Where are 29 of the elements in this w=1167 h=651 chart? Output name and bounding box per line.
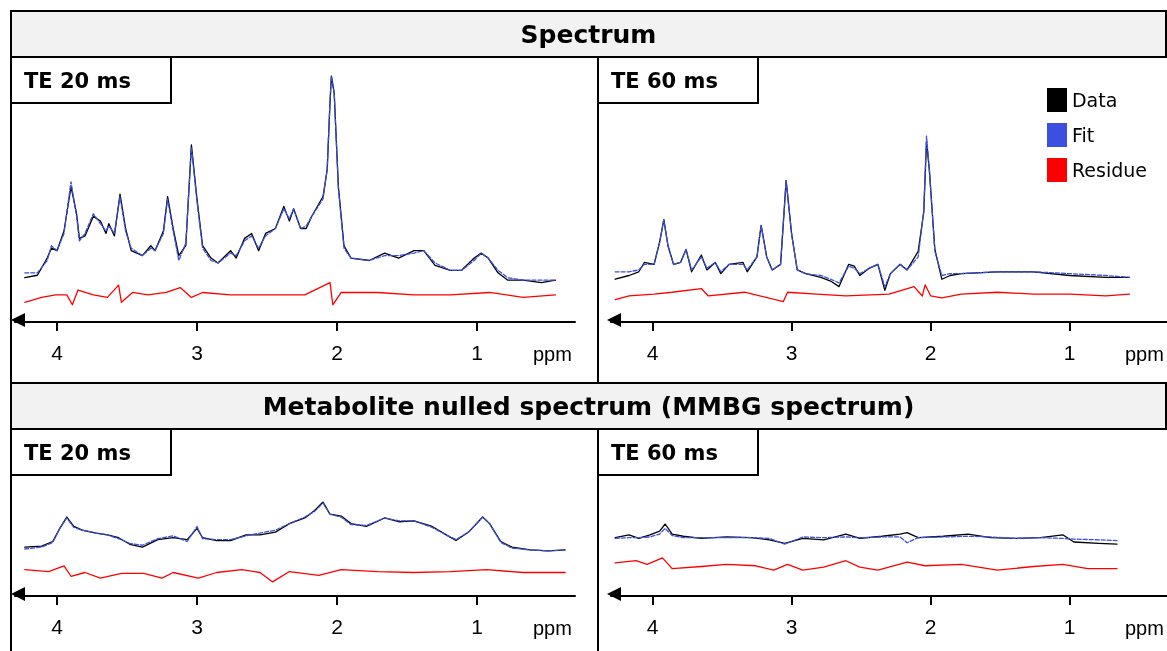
- x-tick-label: 4: [646, 615, 659, 638]
- x-tick-label: 4: [51, 341, 64, 364]
- legend-label: Fit: [1071, 124, 1095, 146]
- text: Metabolite nulled spectrum (MMBG spectrum): [10, 382, 1167, 430]
- text: Spectrum: [10, 10, 1167, 58]
- x-tick-label: 3: [785, 615, 798, 638]
- x-axis-title: ppm: [1125, 617, 1164, 639]
- x-tick-label: 1: [471, 615, 483, 638]
- chart-title: TE 20 ms: [24, 440, 131, 465]
- chart-title: TE 60 ms: [611, 68, 718, 93]
- x-axis-title: ppm: [1125, 343, 1164, 365]
- x-tick-label: 1: [1063, 341, 1076, 364]
- x-tick-label: 4: [646, 341, 659, 364]
- chart-title: TE 20 ms: [24, 68, 131, 93]
- x-tick-label: 2: [924, 341, 937, 364]
- x-tick-label: 1: [471, 341, 483, 364]
- x-tick-label: 3: [191, 615, 203, 638]
- x-tick-label: 2: [331, 615, 343, 638]
- x-tick-label: 1: [1063, 615, 1076, 638]
- x-axis-title: ppm: [533, 343, 572, 365]
- x-tick-label: 4: [51, 615, 64, 638]
- chart-title: TE 60 ms: [611, 440, 718, 465]
- x-tick-label: 3: [191, 341, 203, 364]
- x-tick-label: 2: [331, 341, 343, 364]
- legend-label: Data: [1071, 89, 1118, 111]
- legend-label: Residue: [1071, 159, 1148, 181]
- x-tick-label: 3: [785, 341, 798, 364]
- x-axis-title: ppm: [533, 617, 572, 639]
- x-tick-label: 2: [924, 615, 937, 638]
